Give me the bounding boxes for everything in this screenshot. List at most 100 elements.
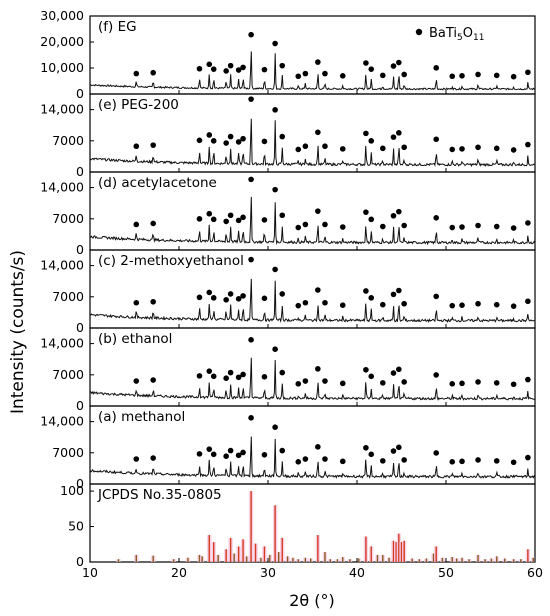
peak-marker (396, 59, 402, 66)
peak-marker (302, 143, 309, 150)
peak-marker (396, 287, 402, 294)
peak-marker (315, 444, 321, 450)
peak-marker (493, 458, 500, 464)
peak-marker (196, 137, 203, 144)
peak-marker (133, 378, 140, 384)
panel-4: 0 7000 14,000 (c) 2-methoxyethanol (40, 249, 536, 335)
peak-marker (302, 70, 309, 77)
peak-marker (279, 212, 286, 219)
y-tick-label: 0 (76, 398, 84, 413)
peak-marker (295, 459, 302, 465)
peak-marker (493, 301, 500, 308)
peak-marker (525, 220, 531, 226)
peak-marker (493, 380, 500, 386)
peak-marker (248, 31, 254, 38)
peak-marker (210, 216, 217, 223)
peak-marker (322, 299, 328, 306)
x-tick-label: 50 (438, 565, 454, 580)
peak-marker (261, 295, 268, 302)
peak-marker (449, 381, 456, 387)
peak-marker (240, 64, 246, 71)
peak-marker (433, 293, 440, 300)
peak-marker (295, 224, 302, 231)
y-tick-label: 14,000 (40, 336, 84, 351)
peak-marker (240, 135, 246, 142)
peak-marker (206, 446, 213, 452)
peak-marker (475, 222, 481, 229)
peak-marker (248, 176, 254, 183)
peak-marker (302, 378, 309, 384)
legend: BaTi5O11 (415, 26, 484, 43)
peak-marker (240, 371, 246, 378)
peak-marker (510, 381, 517, 388)
peak-marker (459, 224, 465, 230)
y-tick-label: 7000 (52, 367, 84, 382)
peak-marker (401, 144, 407, 151)
peak-marker (396, 366, 402, 373)
peak-marker (475, 379, 481, 385)
peak-marker (525, 376, 531, 383)
peak-marker (150, 69, 156, 76)
panel-label: (d) acetylacetone (98, 175, 217, 191)
peak-marker (475, 300, 481, 307)
peak-marker (401, 300, 407, 307)
peak-marker (210, 66, 217, 72)
peak-marker (475, 71, 481, 78)
peak-marker (150, 377, 156, 383)
xrd-pattern-line (89, 51, 536, 91)
peak-marker (227, 212, 234, 219)
peak-marker (339, 458, 346, 465)
peak-marker (525, 141, 531, 148)
peak-marker (235, 296, 242, 302)
peak-marker (396, 444, 402, 451)
peak-marker (240, 449, 246, 456)
peak-marker (401, 71, 407, 78)
peak-marker (339, 380, 346, 387)
y-tick-label: 0 (76, 242, 84, 257)
peak-marker (315, 287, 321, 293)
peak-marker (248, 337, 254, 343)
peak-marker (227, 369, 234, 376)
peak-marker (368, 138, 375, 144)
peak-marker (133, 221, 140, 228)
xrd-pattern-line (89, 196, 536, 246)
peak-marker (196, 294, 203, 301)
panel-label: (c) 2-methoxyethanol (98, 253, 244, 269)
y-tick-label: 0 (76, 320, 84, 335)
peak-marker (475, 144, 481, 151)
peak-marker (380, 301, 386, 308)
peak-marker (206, 368, 213, 374)
panel-5: 0 7000 14,000 (b) ethanol (40, 327, 536, 413)
peak-marker (315, 129, 321, 136)
y-tick-label: 7000 (52, 289, 84, 304)
peak-marker (396, 208, 402, 215)
panel-label: (e) PEG-200 (98, 97, 179, 113)
peak-marker (315, 366, 321, 372)
peak-marker (459, 302, 465, 308)
peak-marker (363, 209, 369, 215)
peak-marker (235, 374, 242, 381)
peak-marker (368, 295, 375, 301)
peak-marker (196, 216, 203, 222)
peak-marker (150, 220, 156, 227)
peak-marker (210, 295, 217, 301)
y-tick-label: 14,000 (40, 258, 84, 273)
y-axis-label: Intensity (counts/s) (8, 250, 28, 414)
peak-marker (279, 133, 286, 140)
peak-marker (525, 298, 531, 305)
peak-marker (261, 66, 268, 73)
peak-marker (223, 375, 229, 382)
panel-3: 0 7000 14,000 (d) acetylacetone (40, 171, 536, 257)
peak-marker (525, 69, 531, 76)
peak-marker (339, 146, 346, 152)
y-tick-label: 100 (60, 483, 84, 498)
peak-marker (433, 65, 440, 71)
xrd-pattern-line (90, 278, 536, 324)
peak-marker (279, 369, 286, 376)
peak-marker (227, 62, 234, 69)
peak-marker (433, 372, 440, 378)
peak-marker (380, 145, 386, 152)
peak-marker (240, 214, 246, 221)
peak-marker (279, 291, 286, 297)
peak-marker (390, 134, 397, 140)
